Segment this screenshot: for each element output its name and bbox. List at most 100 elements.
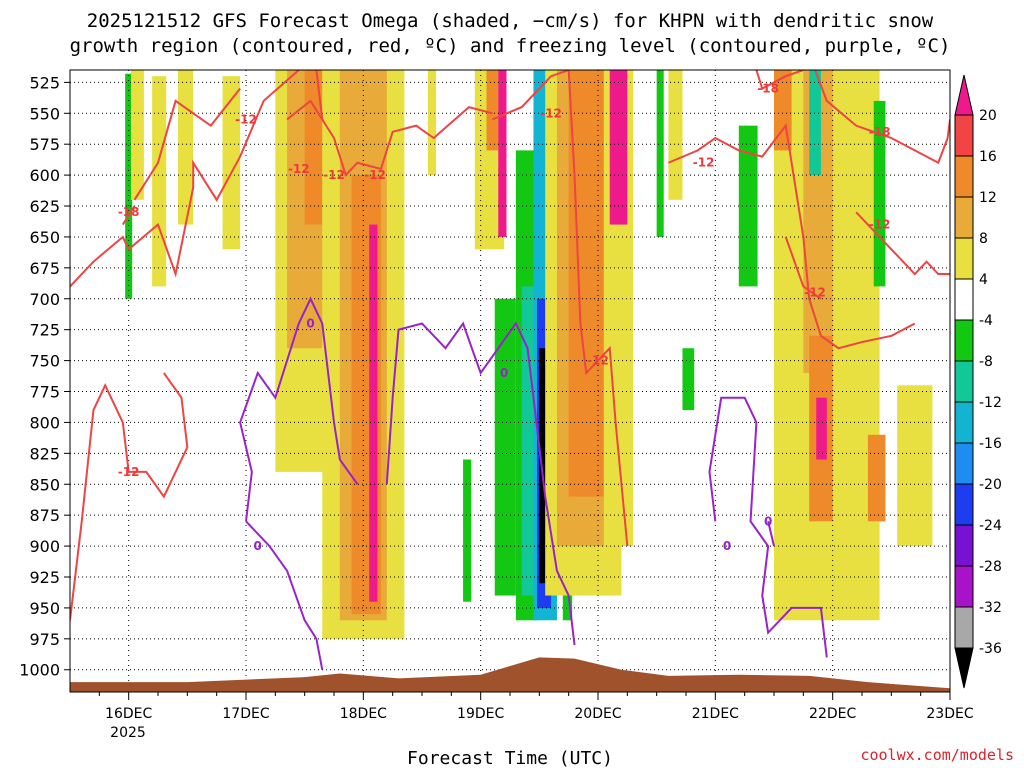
y-tick-label-925: 925 [29,568,60,587]
chart-title-line2: growth region (contoured, red, ºC) and f… [70,35,951,57]
colorbar-segment-11 [954,524,974,567]
y-tick-label-600: 600 [29,166,60,185]
colorbar-label-3: 8 [979,231,988,247]
freezing-contour-line-1 [245,520,324,670]
omega-patch-33 [738,125,758,287]
omega-patch-19 [521,286,536,596]
dgz-contour-label-3: -12 [288,162,310,176]
y-tick-label-875: 875 [29,506,60,525]
y-tick-label-1000: 1000 [19,661,60,680]
x-axis-title: Forecast Time (UTC) [407,748,613,768]
colorbar-label-12: -32 [979,600,1002,616]
omega-patch-40 [867,434,886,522]
omega-patch-16 [463,459,472,602]
freezing-contour-label-3: 0 [723,539,731,553]
omega-patch-15 [498,70,507,237]
colorbar-label-13: -36 [979,641,1002,657]
freezing-contour-label-4: 0 [764,514,772,528]
contour-layer [70,70,950,670]
colorbar-segment-2 [954,155,974,198]
dgz-contour-label-4: -12 [364,168,386,182]
dgz-contour-label-8: -12 [693,156,715,170]
y-tick-label-950: 950 [29,599,60,618]
omega-patch-29 [609,70,628,225]
terrain-fill [70,657,950,692]
dgz-contour-line-3 [286,99,493,178]
omega-patch-22 [539,348,549,584]
omega-patch-30 [656,70,664,237]
colorbar-label-0: 20 [979,108,997,124]
y-tick-label-675: 675 [29,259,60,278]
freezing-contour-line-4 [767,521,775,547]
omega-patch-1 [131,70,144,200]
omega-patch-41 [873,100,886,287]
colorbar-segment-5 [954,278,974,321]
dgz-contour-line-7 [567,70,629,547]
omega-patch-27 [568,70,604,497]
colorbar-label-10: -24 [979,518,1002,534]
dgz-contour-line-1 [133,87,241,201]
colorbar-label-4: 4 [979,272,988,288]
dgz-contour-line-9 [784,236,822,300]
dgz-contour-line-2 [121,205,136,226]
dgz-contour-label-9: -12 [804,286,826,300]
omega-patch-31 [668,70,683,200]
dgz-contour-line-10 [755,70,804,90]
terrain-layer [70,657,950,692]
y-tick-label-775: 775 [29,383,60,402]
freezing-contour-line-2 [385,321,576,646]
freezing-contour-line-3 [708,396,828,658]
colorbar-label-6: -8 [979,354,993,370]
credit-link[interactable]: coolwx.com/models [860,746,1014,764]
omega-patch-3 [177,70,194,225]
x-tick-label-16DEC: 16DEC [105,706,152,722]
dgz-contour-label-6: -12 [540,106,562,120]
dgz-contour-label-7: -12 [587,354,609,368]
y-tick-label-850: 850 [29,475,60,494]
y-tick-label-825: 825 [29,444,60,463]
y-axis: 525 550 575 600 625 650 675 700 725 750 775 800 825 8… [19,73,70,680]
omega-patch-7 [304,70,323,225]
freezing-contour-line-0 [239,296,359,522]
dgz-contour-label-0: -12 [323,168,345,182]
dgz-contour-label-2: -18 [118,205,140,219]
omega-patch-17 [494,298,516,596]
x-tick-label-23DEC: 23DEC [926,706,973,722]
y-tick-label-525: 525 [29,73,60,92]
x-tick-label-18DEC: 18DEC [340,706,387,722]
colorbar-top-arrow [954,74,974,116]
colorbar: 20 16 12 8 4 -4 -8 -12 -16 -20 -24 -28 -32 -36 [954,74,1002,689]
colorbar-segment-13 [954,606,974,649]
y-tick-label-700: 700 [29,290,60,309]
colorbar-label-9: -20 [979,477,1002,493]
omega-patch-42 [897,385,933,547]
y-tick-label-900: 900 [29,537,60,556]
x-tick-label-19DEC: 19DEC [457,706,504,722]
colorbar-segment-9 [954,442,974,485]
y-tick-label-975: 975 [29,630,60,649]
omega-shading-layer [125,70,933,639]
dgz-contour-line-8 [668,123,916,350]
colorbar-segment-6 [954,319,974,362]
dgz-contour-line-12 [855,211,950,276]
dgz-contour-line-6 [492,70,569,121]
colorbar-bottom-arrow [954,647,974,689]
colorbar-segment-8 [954,401,974,444]
omega-patch-32 [682,348,695,411]
dgz-contour-label-10: -18 [757,82,779,96]
x-tick-label-20DEC: 20DEC [574,706,621,722]
omega-patch-0 [125,73,133,299]
omega-patch-2 [152,76,167,287]
dgz-contour-label-1: -12 [235,112,257,126]
colorbar-segment-1 [954,114,974,157]
omega-patch-14 [486,70,499,151]
y-tick-label-550: 550 [29,104,60,123]
colorbar-segment-7 [954,360,974,403]
colorbar-segment-12 [954,565,974,608]
chart-title-line1: 2025121512 GFS Forecast Omega (shaded, −… [87,10,934,32]
freezing-contour-label-1: 0 [254,539,262,553]
y-tick-label-575: 575 [29,135,60,154]
colorbar-label-8: -16 [979,436,1002,452]
colorbar-segment-3 [954,196,974,239]
x-year-label: 2025 [110,725,146,741]
